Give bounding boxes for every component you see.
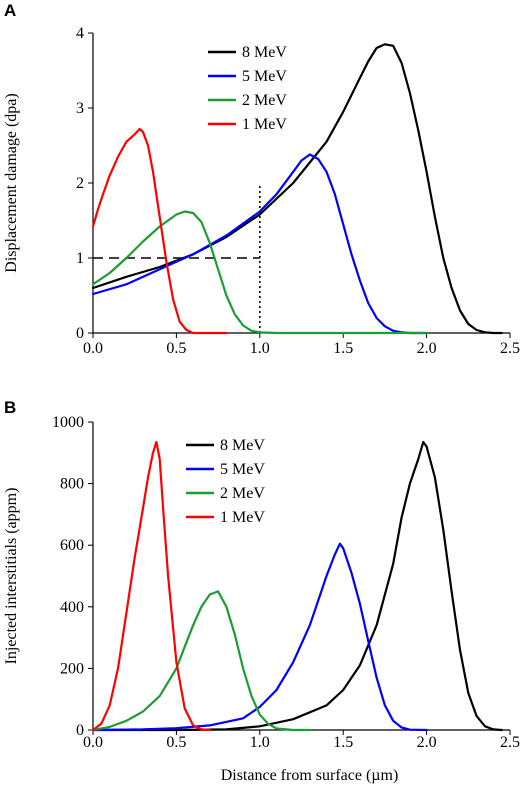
- x-tick-label: 2.5: [500, 734, 520, 751]
- panel-b-label: B: [4, 398, 16, 417]
- series-line-8-mev: [91, 43, 503, 335]
- y-tick-label: 4: [76, 25, 84, 42]
- y-tick-label: 2: [76, 175, 84, 192]
- series-line-1-mev: [91, 127, 228, 335]
- legend-label: 8 MeV: [220, 437, 265, 454]
- x-tick-label: 1.5: [333, 734, 353, 751]
- x-tick-label: 0.5: [166, 734, 186, 751]
- series-line-1-mev: [91, 440, 211, 732]
- y-tick-label: 1000: [52, 414, 84, 431]
- x-tick-label: 0.0: [83, 340, 103, 357]
- x-tick-label: 1.0: [250, 340, 270, 357]
- panel-a-chart: A 0 1 2 3 4 0.0 0.5 1.0 1.5 2.0 2.5 Displacement da…: [3, 1, 520, 357]
- x-tick-label: 0.5: [166, 340, 186, 357]
- y-axis-title: Injected interstitials (appm): [3, 488, 20, 665]
- y-axis-title: Displacement damage (dpa): [3, 93, 20, 272]
- series-line-5-mev: [91, 153, 428, 335]
- x-tick-label: 2.5: [500, 340, 520, 357]
- y-tick-label: 400: [60, 599, 84, 616]
- y-tick-label: 0: [76, 722, 84, 739]
- legend-label: 2 MeV: [220, 485, 265, 502]
- x-tick-label: 2.0: [417, 734, 437, 751]
- series-line-8-mev: [91, 440, 503, 732]
- series-line-5-mev: [91, 542, 428, 732]
- legend-label: 5 MeV: [220, 461, 265, 478]
- y-tick-label: 1: [76, 250, 84, 267]
- series-line-2-mev: [91, 590, 311, 732]
- x-tick-label: 1.0: [250, 734, 270, 751]
- x-tick-label: 0.0: [83, 734, 103, 751]
- legend-label: 8 MeV: [242, 44, 287, 61]
- x-tick-label: 1.5: [333, 340, 353, 357]
- y-tick-label: 600: [60, 537, 84, 554]
- panel-b-chart: B 0 200 400 600 800 1000 0.0 0.5 1.0 1.5 2.0 2.5 Inj…: [3, 398, 520, 784]
- legend-label: 5 MeV: [242, 68, 287, 85]
- x-axis-title: Distance from surface (µm): [221, 767, 399, 784]
- legend-label: 1 MeV: [220, 509, 265, 526]
- y-tick-label: 0: [76, 325, 84, 342]
- y-tick-label: 800: [60, 476, 84, 493]
- panel-a-label: A: [4, 1, 16, 20]
- series-line-2-mev: [91, 210, 428, 335]
- y-tick-label: 3: [76, 100, 84, 117]
- legend-label: 2 MeV: [242, 92, 287, 109]
- legend-label: 1 MeV: [242, 116, 287, 133]
- y-tick-label: 200: [60, 660, 84, 677]
- x-tick-label: 2.0: [417, 340, 437, 357]
